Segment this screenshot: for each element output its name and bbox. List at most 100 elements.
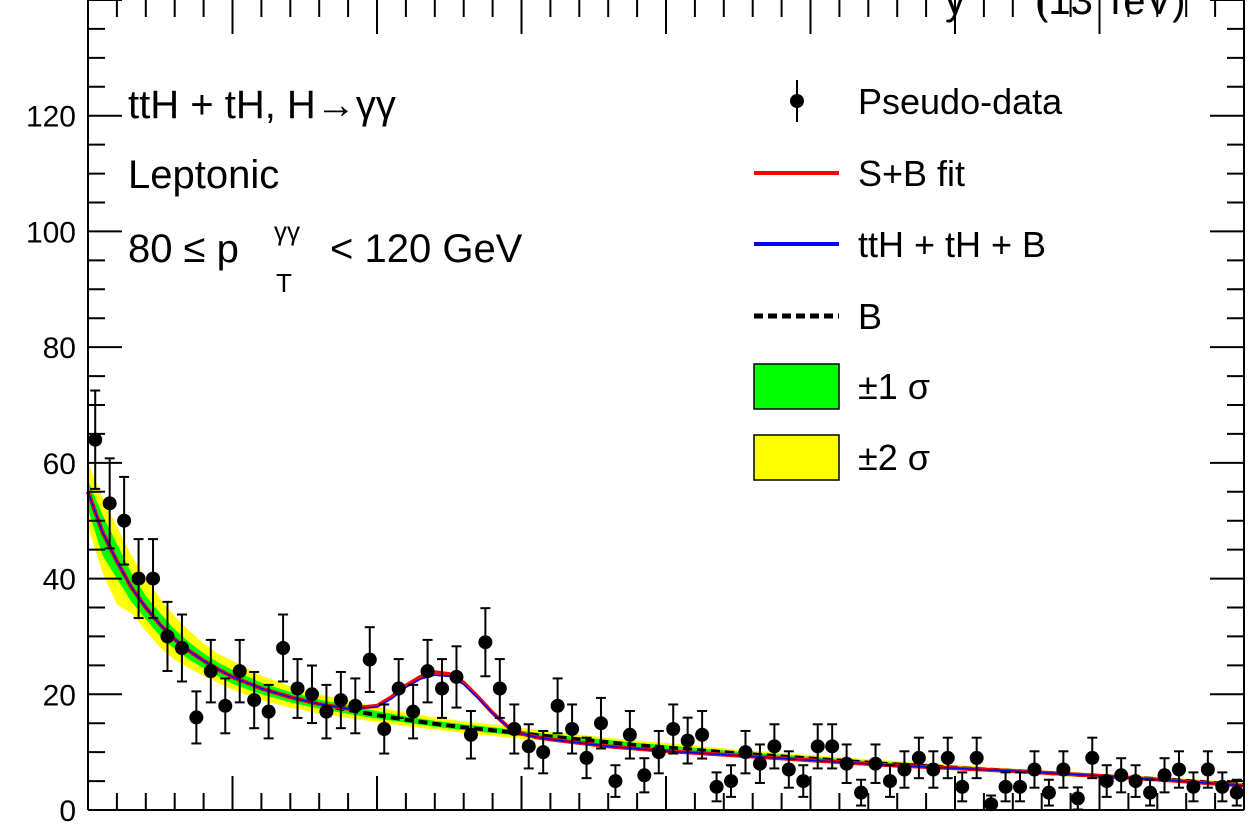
data-point-marker	[146, 571, 161, 586]
data-point-marker	[1171, 762, 1186, 777]
band-one-sigma	[88, 480, 1244, 787]
data-point	[1186, 771, 1201, 803]
annotation-pt-suffix: < 120 GeV	[330, 227, 523, 271]
legend-entry-pseudo-data: Pseudo-data	[790, 80, 1063, 122]
data-point	[955, 771, 970, 803]
data-point-marker	[1128, 774, 1143, 789]
curve-sb-fit	[86, 491, 1245, 788]
data-point	[102, 457, 117, 550]
data-point-marker	[203, 664, 218, 679]
data-point	[911, 736, 926, 780]
data-point-marker	[550, 698, 565, 713]
data-point	[709, 771, 724, 803]
data-point-marker	[868, 756, 883, 771]
data-point	[1215, 771, 1230, 803]
data-point	[579, 736, 594, 780]
data-point	[521, 723, 536, 770]
data-point	[1099, 764, 1114, 798]
data-point-marker	[1056, 762, 1071, 777]
data-point-marker	[984, 797, 999, 812]
data-point	[810, 723, 825, 770]
legend-label-tth-th-b: ttH + tH + B	[858, 224, 1046, 265]
y-tick-label: 0	[59, 795, 76, 824]
data-point	[1085, 736, 1100, 780]
data-point	[897, 750, 912, 789]
data-point-marker	[940, 750, 955, 765]
data-point-marker	[579, 750, 594, 765]
data-point	[449, 645, 464, 709]
y-tick-label: 40	[43, 564, 76, 597]
data-point	[117, 475, 132, 566]
data-point	[261, 683, 276, 740]
data-point	[926, 750, 941, 789]
data-point-marker	[1085, 750, 1100, 765]
data-point-marker	[969, 750, 984, 765]
data-point-marker	[333, 693, 348, 708]
data-point	[218, 677, 233, 735]
data-point	[131, 538, 146, 620]
data-point-marker	[709, 779, 724, 794]
data-point-marker	[348, 698, 363, 713]
axes-frame	[87, 0, 1245, 811]
data-point-marker	[1215, 779, 1230, 794]
data-point-marker	[796, 774, 811, 789]
data-point-marker	[1186, 779, 1201, 794]
data-point-marker	[882, 774, 897, 789]
data-point	[406, 683, 421, 740]
data-point	[839, 743, 854, 784]
data-point-marker	[1200, 762, 1215, 777]
band-two-sigma	[88, 462, 1244, 788]
data-point	[666, 703, 681, 755]
data-point-marker	[724, 774, 739, 789]
data-point	[1013, 771, 1028, 803]
y-axis-tick-labels: 0 20 40 60 80 100 120	[26, 101, 76, 824]
data-point	[276, 613, 291, 683]
data-point-marker	[420, 664, 435, 679]
data-point-marker	[666, 722, 681, 736]
data-point-marker	[1013, 779, 1028, 794]
data-point	[478, 607, 493, 678]
data-point	[189, 690, 204, 745]
data-point-marker	[435, 681, 450, 696]
data-point	[622, 710, 637, 760]
data-point-marker	[507, 722, 522, 736]
data-point	[593, 696, 608, 750]
data-point	[608, 764, 623, 798]
curve-tth-th-b	[87, 491, 1245, 787]
data-point	[940, 736, 955, 780]
data-point-marker	[810, 739, 825, 754]
data-point-marker	[1157, 768, 1172, 783]
data-point	[724, 764, 739, 798]
legend-entry-tth-th-b: ttH + tH + B	[754, 224, 1046, 265]
data-point	[550, 677, 565, 735]
data-point-marker	[276, 641, 291, 655]
data-point	[1056, 750, 1071, 789]
data-point	[998, 771, 1013, 803]
data-point	[868, 743, 883, 784]
data-point	[781, 750, 796, 789]
fit-curves	[86, 491, 1245, 788]
pseudo-data-points	[88, 389, 1244, 812]
header-y-fragment: y	[945, 0, 965, 23]
data-point-marker	[825, 739, 840, 754]
y-tick-label: 120	[26, 101, 76, 134]
data-point-marker	[218, 698, 233, 713]
annotation-pt-sub: T	[276, 268, 292, 298]
data-point	[1027, 750, 1042, 789]
data-point	[247, 670, 262, 730]
data-point-marker	[232, 664, 247, 679]
data-point-marker	[622, 727, 637, 742]
data-point-marker	[492, 681, 507, 696]
data-point	[767, 723, 782, 770]
data-point	[1143, 778, 1158, 807]
curve-b	[86, 491, 1245, 788]
data-point	[290, 658, 305, 719]
legend-box-two-sigma	[753, 434, 840, 481]
data-point	[435, 658, 450, 719]
data-point-marker	[290, 681, 305, 696]
data-point-marker	[1114, 768, 1129, 783]
data-point-marker	[102, 496, 117, 511]
data-point	[536, 729, 551, 775]
data-point	[333, 670, 348, 730]
